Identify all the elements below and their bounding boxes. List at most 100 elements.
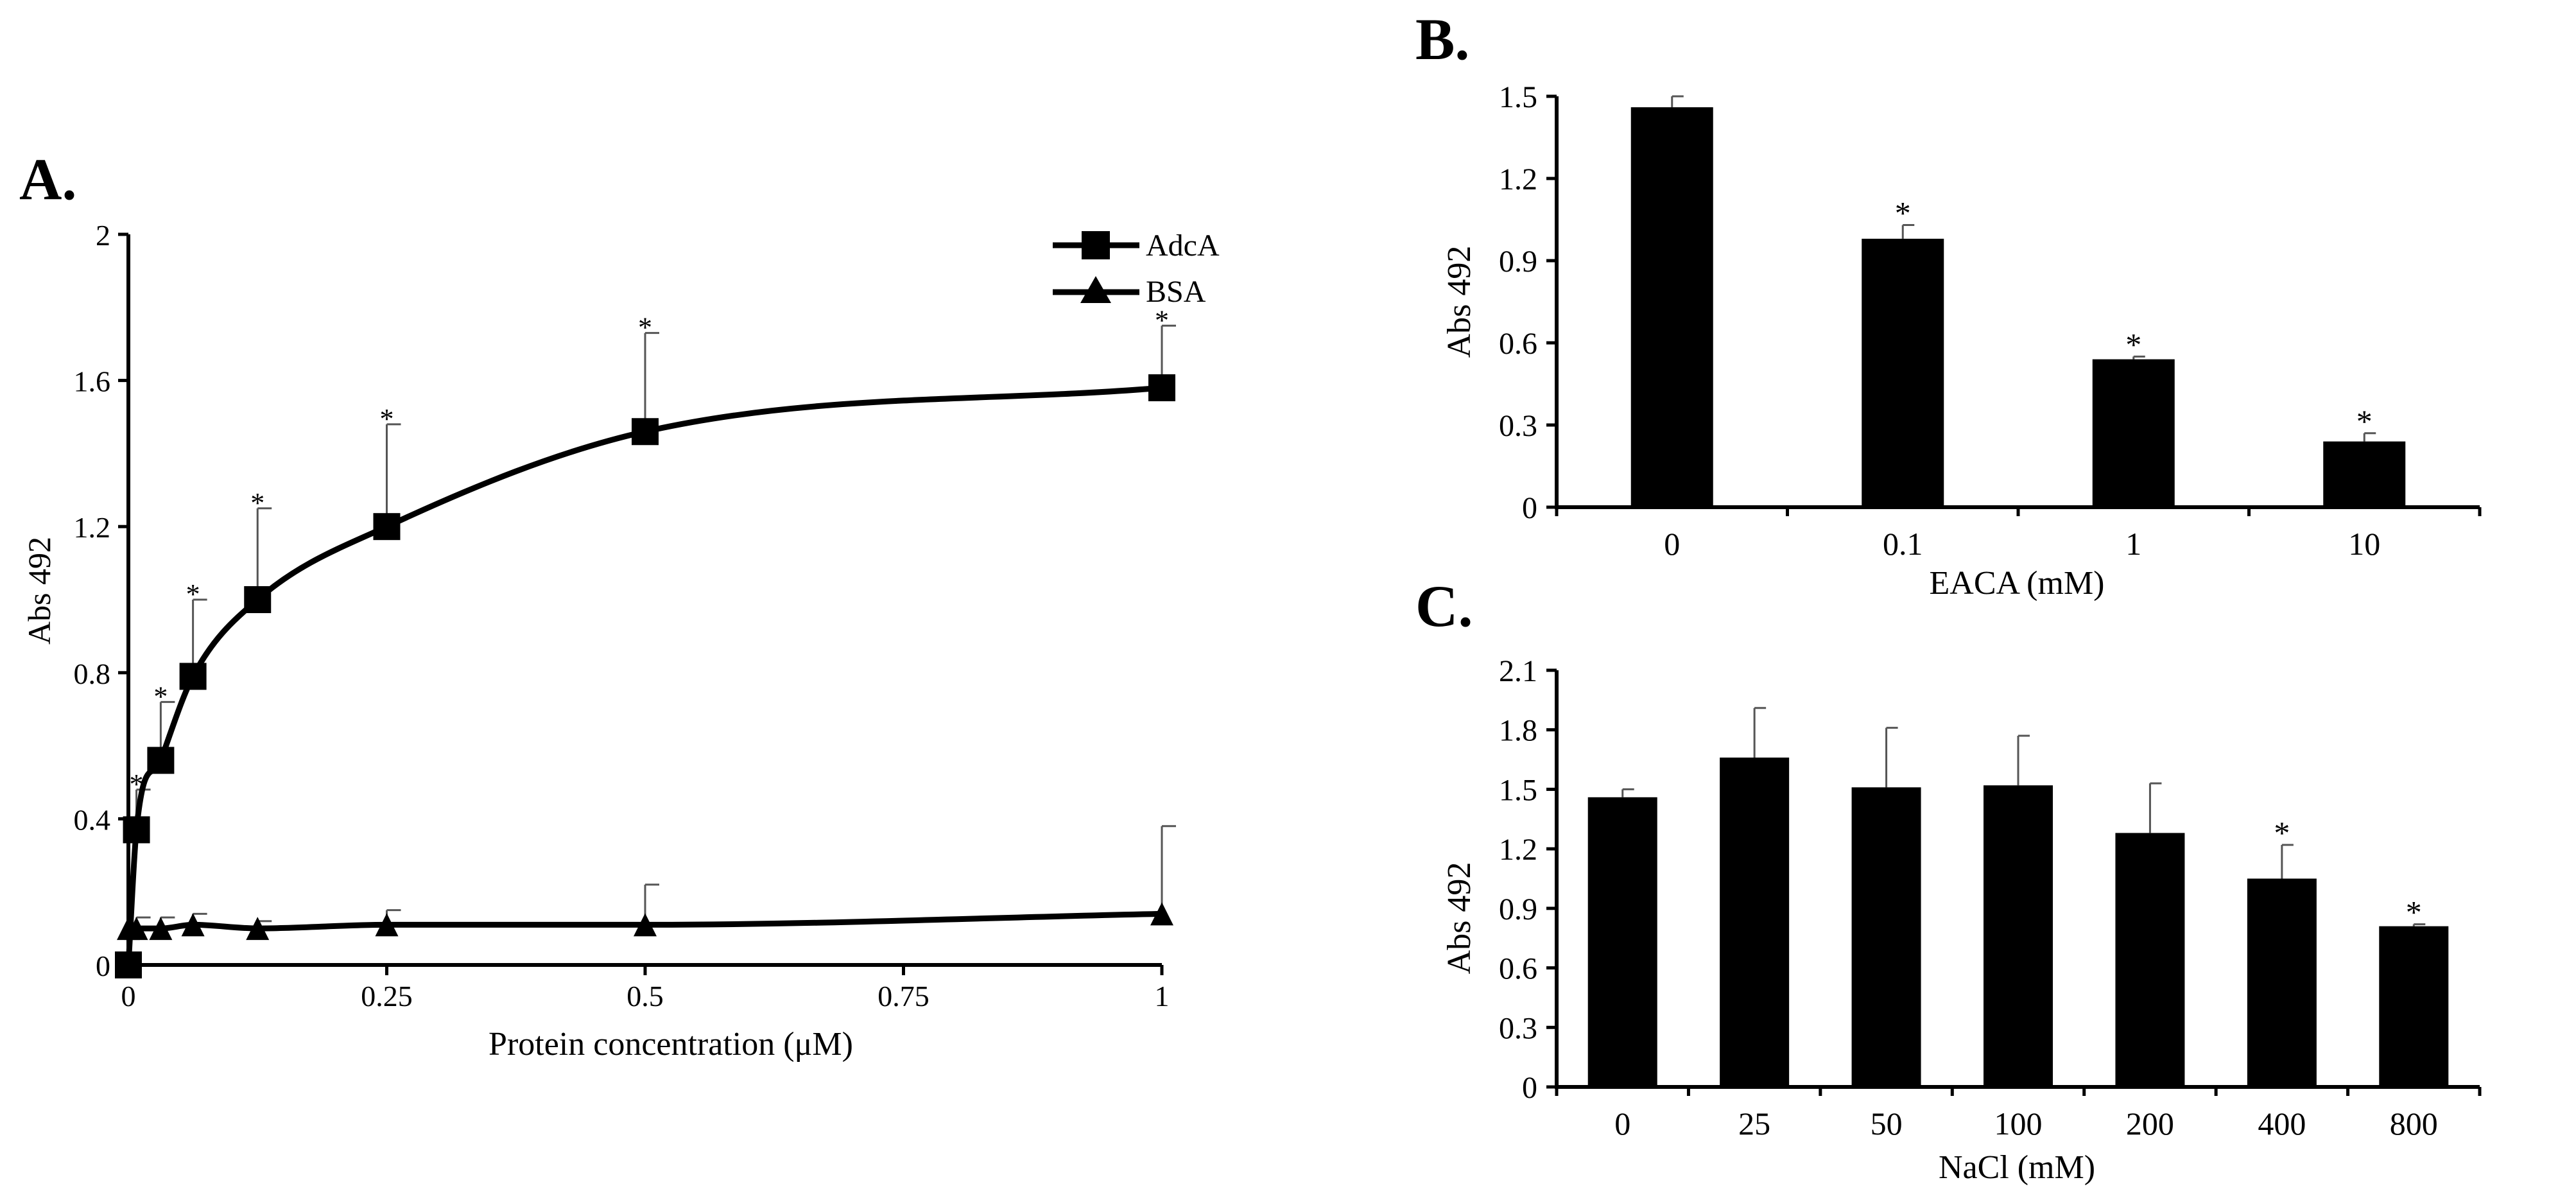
panel-a-x-axis-title: Protein concentration (μM)	[488, 1026, 853, 1063]
panel-c-label: C.	[1415, 573, 1473, 639]
panel-c-bar-800	[2379, 926, 2449, 1087]
panel-b-x-tick-label: 0	[1664, 526, 1680, 562]
panel-c-error-bar-200	[2148, 782, 2162, 833]
panel-a-x-tick-label: 0.25	[361, 980, 413, 1012]
panel-c-x-tick-label: 400	[2258, 1106, 2306, 1142]
panel-a-y-tick-label: 1.2	[74, 511, 111, 544]
panel-a-adca-point-3	[179, 663, 207, 690]
panel-c-bar-50	[1851, 787, 1921, 1087]
legend-bsa-label: BSA	[1146, 275, 1206, 309]
legend-adca-square-marker	[1082, 231, 1110, 259]
panel-a-adca-point-5	[373, 513, 401, 541]
panel-a-adca-significance-star-5: *	[380, 403, 394, 435]
panel-b-x-tick-label: 10	[2348, 526, 2380, 562]
panel-b-bar-0_1	[1862, 238, 1944, 507]
panel-c-y-tick-label: 1.2	[1499, 833, 1537, 867]
panel-a-adca-point-7	[1148, 374, 1175, 401]
panel-b-error-bar-0_1	[1901, 224, 1915, 239]
panel-a-adca-point-6	[632, 418, 659, 446]
panel-c-x-axis-title: NaCl (mM)	[1939, 1149, 2095, 1186]
panel-b-significance-star-1: *	[2125, 326, 2141, 362]
panel-b-y-tick-label: 0	[1522, 491, 1537, 525]
panel-a-adca-significance-star-2: *	[153, 681, 168, 712]
panel-c-error-bar-0	[1621, 788, 1634, 797]
panel-c-error-bar-50	[1885, 727, 1898, 788]
panel-c-y-tick-label: 1.5	[1499, 773, 1537, 807]
panel-a-adca-line	[125, 385, 1163, 966]
panel-b-x-tick-label: 0.1	[1883, 526, 1923, 562]
panel-b-significance-star-0_1: *	[1895, 195, 1911, 231]
panel-b-y-tick-label: 1.5	[1499, 80, 1537, 114]
panel-c-x-tick-label: 0	[1614, 1106, 1630, 1142]
panel-a-bsa-point-5	[375, 913, 399, 937]
panel-a-y-axis-title: Abs 492	[21, 537, 57, 645]
panel-c-x-tick-label: 50	[1871, 1106, 1903, 1142]
panel-c-y-tick-label: 0.6	[1499, 952, 1537, 986]
panel-a-bsa-error-bar-7	[1161, 825, 1176, 914]
panel-c-y-tick-label: 1.8	[1499, 714, 1537, 748]
panel-c-y-tick-label: 0.3	[1499, 1011, 1537, 1045]
panel-c-bar-0	[1587, 797, 1657, 1087]
panel-c-error-bar-800	[2412, 923, 2426, 926]
panel-a-adca-error-bar-6	[644, 332, 659, 432]
panel-a-bsa-point-3	[181, 913, 205, 937]
panel-b-error-bar-1	[2132, 355, 2145, 360]
panel-a-bsa-point-7	[1150, 902, 1173, 926]
panel-c-x-tick-label: 100	[1994, 1106, 2043, 1142]
panel-c-error-bar-25	[1753, 707, 1767, 758]
panel-a-adca-significance-star-1: *	[130, 768, 144, 800]
panel-c-y-axis-title: Abs 492	[1441, 862, 1478, 975]
panel-c-y-tick-label: 0.9	[1499, 892, 1537, 926]
panel-a-adca-significance-star-3: *	[186, 578, 200, 610]
panel-b-y-tick-label: 0.6	[1499, 327, 1537, 361]
panel-a-y-tick-label: 1.6	[74, 365, 111, 398]
panel-a-bsa-point-1	[125, 917, 148, 941]
panel-a-bsa-point-4	[246, 917, 270, 941]
panel-a-x-tick-label: 0	[121, 980, 136, 1012]
panel-b-bar-0	[1630, 107, 1713, 508]
panel-c-bar-chart: C. NaCl (mM) Abs 492 0 0.3 0.6 0.9 1.2 1.5 1.8…	[1415, 573, 2482, 1186]
panel-b-error-bar-10	[2363, 432, 2376, 442]
panel-a-adca-point-4	[244, 586, 272, 613]
panel-b-bar-1	[2092, 359, 2175, 507]
panel-a-legend: AdcA BSA	[1053, 229, 1220, 309]
panel-c-bar-100	[1984, 785, 2053, 1087]
panel-c-bar-400	[2247, 878, 2317, 1087]
panel-b-y-tick-label: 1.2	[1499, 162, 1537, 196]
panel-a-adca-significance-star-4: *	[250, 487, 264, 519]
panel-c-error-bar-100	[2017, 734, 2030, 786]
panel-a-adca-significance-star-7: *	[1155, 304, 1169, 336]
panel-a-y-tick-label: 0.8	[74, 657, 111, 690]
panel-b-y-tick-label: 0.9	[1499, 245, 1537, 279]
panel-c-x-tick-label: 200	[2126, 1106, 2174, 1142]
panel-a-line-chart: A. Protein concentration (μM) Abs 492 Ad…	[19, 146, 1220, 1063]
panel-b-y-axis-title: Abs 492	[1441, 246, 1478, 358]
panel-b-bar-10	[2323, 441, 2406, 507]
panel-c-bar-25	[1720, 757, 1790, 1087]
panel-c-x-tick-label: 800	[2390, 1106, 2438, 1142]
panel-c-y-tick-label: 0	[1522, 1071, 1537, 1105]
panel-a-x-tick-label: 0.5	[627, 980, 664, 1012]
panel-b-significance-star-10: *	[2356, 403, 2373, 439]
panel-c-significance-star-400: *	[2274, 815, 2290, 851]
panel-b-x-tick-label: 1	[2125, 526, 2141, 562]
legend-adca-label: AdcA	[1146, 229, 1220, 263]
panel-c-x-tick-label: 25	[1738, 1106, 1770, 1142]
panel-a-adca-point-2	[147, 747, 175, 774]
panel-a-label: A.	[19, 146, 76, 212]
panel-c-error-bar-400	[2281, 844, 2294, 879]
panel-a-x-tick-label: 1	[1155, 980, 1170, 1012]
panel-a-y-tick-label: 0.4	[74, 803, 111, 836]
panel-b-bar-chart: B. EACA (mM) Abs 492 0 0.3 0.6 0.9 1.2 1.5 0 0.…	[1415, 6, 2482, 602]
panel-a-adca-point-1	[123, 816, 150, 844]
panel-a-adca-error-bar-5	[386, 423, 401, 527]
panel-a-y-tick-label: 2	[96, 219, 110, 252]
panel-b-label: B.	[1415, 6, 1469, 72]
panel-b-y-tick-label: 0.3	[1499, 409, 1537, 443]
panel-b-error-bar-0	[1671, 95, 1684, 108]
panel-a-adca-error-bar-4	[256, 507, 272, 600]
panel-b-x-axis-title: EACA (mM)	[1930, 565, 2105, 602]
panel-c-y-tick-label: 2.1	[1499, 654, 1537, 688]
panel-a-adca-significance-star-6: *	[638, 312, 652, 343]
